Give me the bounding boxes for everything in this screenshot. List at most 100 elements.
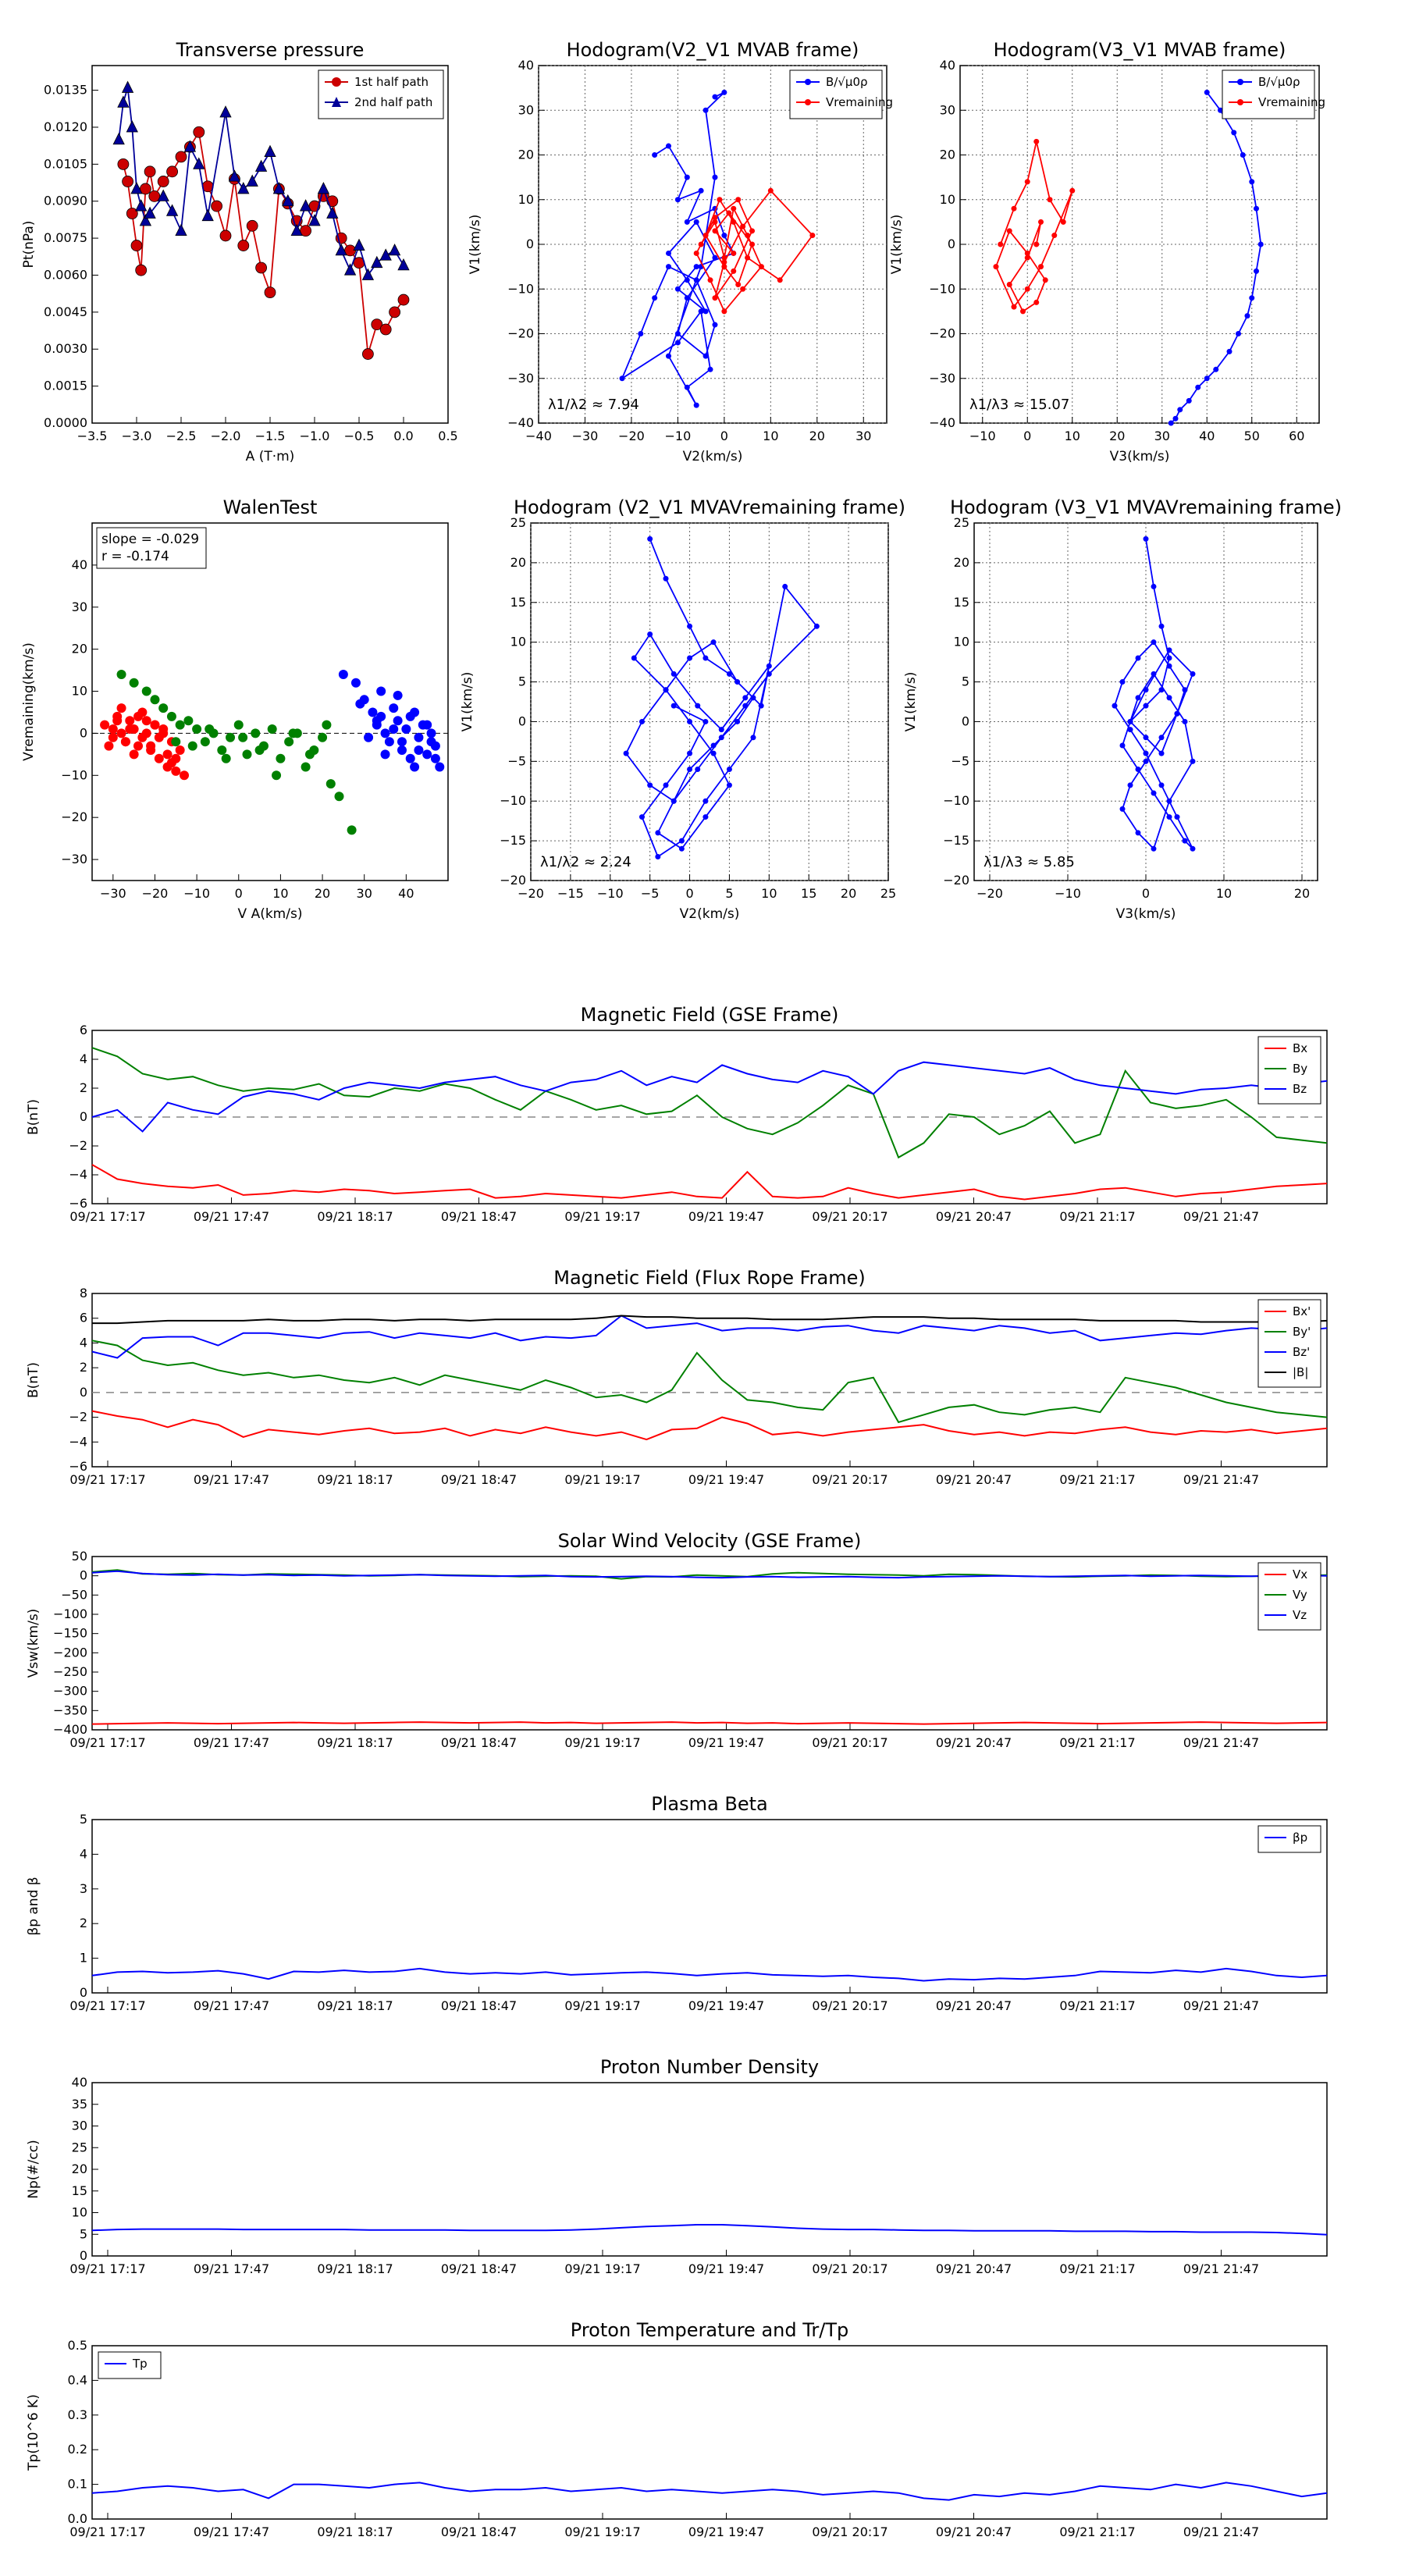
data-point	[1257, 241, 1264, 247]
data-point	[144, 165, 156, 178]
legend-label: By	[1293, 1062, 1307, 1076]
data-point	[726, 210, 732, 216]
data-point	[1024, 250, 1030, 256]
data-point	[1174, 710, 1180, 717]
y-tick-label: 0.1	[68, 2477, 87, 2492]
data-point	[1033, 138, 1040, 144]
data-point	[117, 158, 130, 170]
data-point	[726, 782, 732, 788]
data-point	[171, 753, 181, 763]
time-tick-label: 09/21 20:47	[936, 2261, 1012, 2276]
y-axis-label: V1(km/s)	[468, 215, 483, 275]
data-point	[150, 720, 160, 730]
x-tick-label: 0	[685, 886, 693, 901]
data-point	[1166, 798, 1172, 804]
data-point	[1060, 219, 1066, 225]
legend-label: Bz'	[1293, 1345, 1310, 1359]
data-point	[165, 204, 179, 216]
data-point	[1158, 623, 1165, 629]
time-tick-label: 09/21 20:47	[936, 1735, 1012, 1750]
data-point	[742, 695, 749, 701]
data-point	[693, 264, 699, 270]
data-point	[758, 264, 764, 270]
y-tick-label: −40	[507, 415, 534, 430]
data-point	[219, 229, 232, 242]
time-tick-label: 09/21 19:17	[564, 1472, 640, 1487]
y-tick-label: 0	[962, 713, 969, 728]
data-point	[666, 143, 672, 149]
chart-title: Hodogram (V2_V1 MVAVremaining frame)	[514, 496, 905, 518]
data-point	[1174, 814, 1180, 820]
legend-label: Bx'	[1293, 1304, 1311, 1318]
data-point	[116, 728, 126, 738]
data-point	[721, 233, 727, 239]
data-point	[183, 716, 194, 726]
data-point	[264, 286, 276, 298]
data-point	[1158, 750, 1165, 756]
y-tick-label: −20	[500, 873, 526, 888]
data-point	[1204, 375, 1210, 382]
data-point	[175, 745, 185, 755]
time-tick-label: 09/21 18:47	[441, 1209, 517, 1224]
y-tick-label: −400	[53, 1722, 87, 1737]
data-point	[721, 254, 727, 261]
y-tick-label: 5	[80, 2226, 87, 2241]
data-point	[1213, 366, 1219, 372]
x-tick-label: 20	[1109, 429, 1125, 443]
data-point	[1254, 205, 1259, 212]
data-point	[1172, 415, 1179, 422]
data-point	[1042, 277, 1048, 283]
data-point	[687, 718, 693, 724]
x-tick-label: 10	[1216, 886, 1232, 901]
y-tick-label: 25	[954, 515, 969, 530]
y-tick-label: −30	[507, 371, 534, 386]
data-point	[414, 732, 424, 742]
series-line-1	[91, 1340, 1328, 1424]
data-point	[397, 294, 410, 306]
data-point	[121, 80, 134, 93]
y-tick-label: −10	[507, 281, 534, 296]
time-tick-label: 09/21 17:47	[194, 2261, 269, 2276]
data-point	[687, 655, 693, 661]
time-tick-label: 09/21 18:17	[317, 2524, 393, 2539]
y-tick-label: 2	[80, 1916, 87, 1930]
x-tick-label: −20	[142, 886, 169, 901]
data-point	[674, 286, 681, 292]
data-point	[435, 762, 445, 772]
series-line-0	[91, 1721, 1328, 1725]
y-axis-label: Vsw(km/s)	[26, 1609, 41, 1678]
x-tick-label: −15	[557, 886, 584, 901]
data-point	[1047, 197, 1053, 203]
data-point	[1244, 313, 1250, 319]
data-point	[702, 798, 709, 804]
x-tick-label: −2.5	[166, 429, 197, 443]
data-point	[171, 737, 181, 747]
data-point	[674, 197, 681, 203]
y-tick-label: 10	[518, 192, 534, 207]
legend-marker	[332, 97, 341, 107]
time-series-panel-6: Magnetic Field (GSE Frame) −6 −4 −2 0 2 4 6 09/2…	[26, 1004, 1328, 1224]
y-tick-label: 40	[72, 2075, 87, 2090]
legend-marker	[1237, 79, 1243, 85]
time-tick-label: 09/21 17:47	[194, 1472, 269, 1487]
legend-marker	[332, 77, 341, 87]
time-tick-label: 09/21 19:17	[564, 1998, 640, 2013]
x-tick-label: 10	[1065, 429, 1080, 443]
data-point	[1254, 268, 1259, 274]
time-tick-label: 09/21 17:47	[194, 1998, 269, 2013]
data-point	[655, 830, 661, 836]
data-point	[246, 174, 258, 187]
data-point	[334, 792, 344, 802]
data-point	[135, 199, 148, 212]
data-point	[702, 814, 709, 820]
y-tick-label: −5	[507, 753, 526, 768]
y-tick-label: 0.0030	[44, 341, 87, 356]
y-tick-label: 1	[80, 1951, 87, 1966]
y-tick-label: 0	[80, 1109, 87, 1124]
time-tick-label: 09/21 20:17	[812, 2261, 887, 2276]
data-point	[335, 244, 347, 256]
data-point	[721, 89, 727, 95]
x-tick-label: −1.5	[255, 429, 286, 443]
x-tick-label: −20	[976, 886, 1003, 901]
time-tick-label: 09/21 20:17	[812, 1472, 887, 1487]
